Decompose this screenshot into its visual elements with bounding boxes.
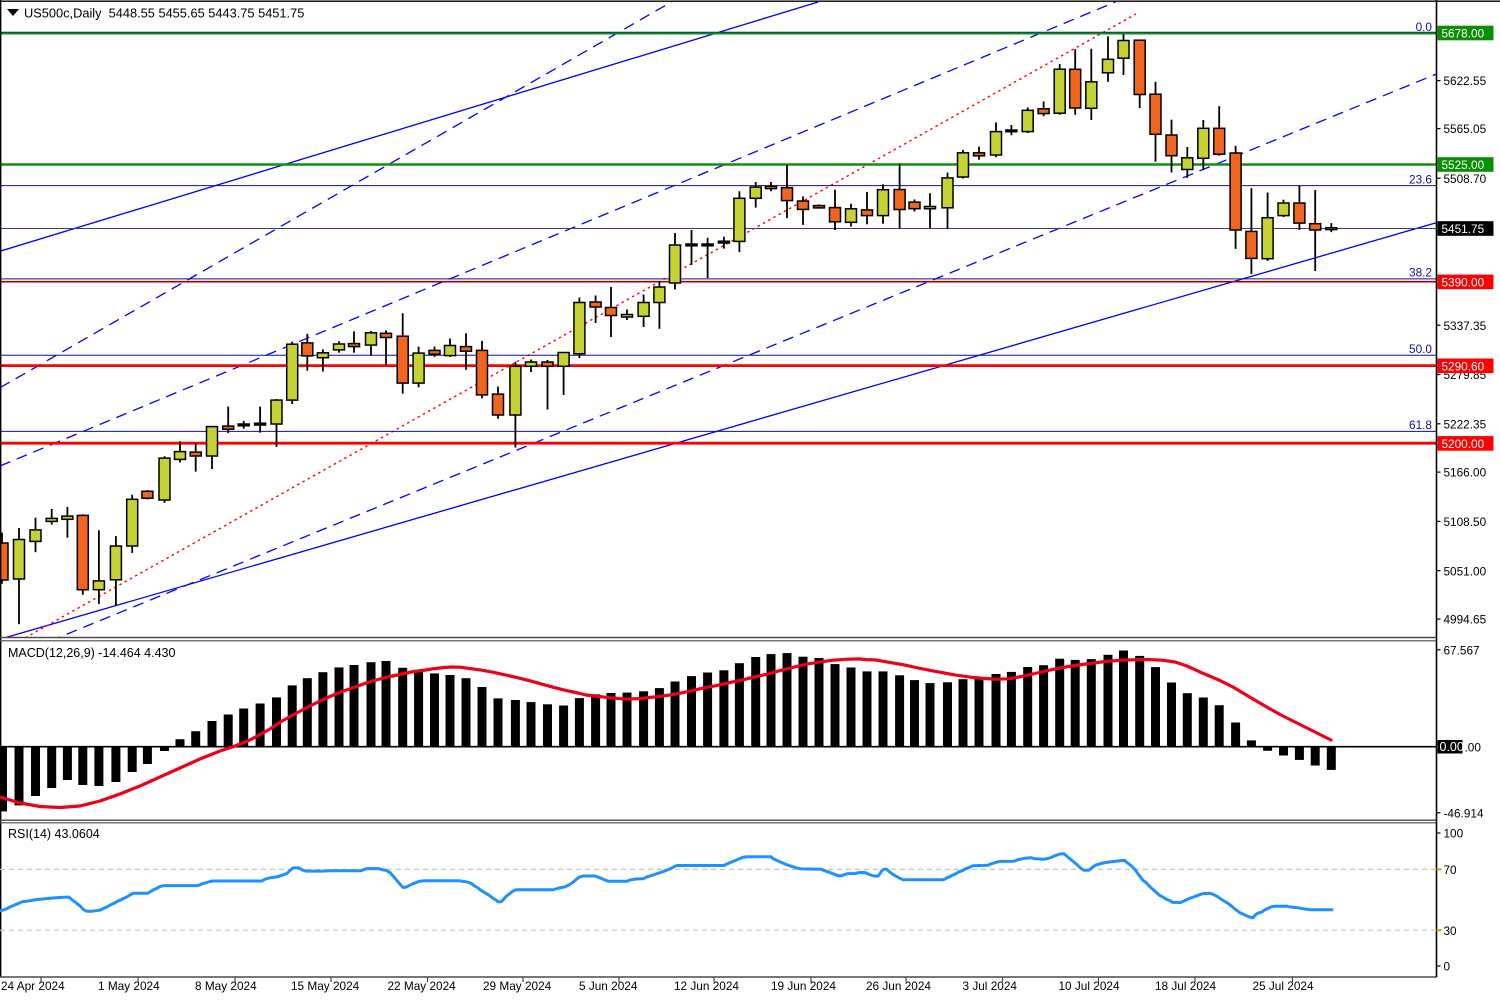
svg-text:22 May 2024: 22 May 2024 [388,979,457,993]
svg-text:30: 30 [1444,924,1458,938]
svg-text:0: 0 [1444,960,1451,974]
svg-text:RSI(14) 43.0604: RSI(14) 43.0604 [8,827,100,841]
svg-text:100: 100 [1444,827,1464,841]
svg-text:5622.55: 5622.55 [1444,74,1487,88]
svg-text:18 Jul 2024: 18 Jul 2024 [1155,979,1216,993]
svg-text:-46.914: -46.914 [1444,806,1484,820]
svg-text:23.6: 23.6 [1409,172,1432,186]
svg-text:5166.00: 5166.00 [1444,466,1487,480]
svg-text:25 Jul 2024: 25 Jul 2024 [1253,979,1314,993]
svg-text:15 May 2024: 15 May 2024 [291,979,360,993]
svg-text:5290.60: 5290.60 [1442,359,1485,373]
svg-text:3 Jul 2024: 3 Jul 2024 [963,979,1018,993]
svg-text:38.2: 38.2 [1409,266,1432,280]
svg-text:10 Jul 2024: 10 Jul 2024 [1059,979,1120,993]
svg-text:5508.70: 5508.70 [1444,172,1487,186]
svg-text:MACD(12,26,9) -14.464 4.430: MACD(12,26,9) -14.464 4.430 [8,646,176,660]
svg-text:19 Jun 2024: 19 Jun 2024 [771,979,836,993]
svg-text:5565.05: 5565.05 [1444,122,1487,136]
svg-text:61.8: 61.8 [1409,418,1432,432]
svg-text:5678.00: 5678.00 [1442,27,1485,41]
svg-text:0.0: 0.0 [1416,20,1433,34]
svg-text:50.0: 50.0 [1409,342,1432,356]
svg-text:67.567: 67.567 [1444,643,1480,657]
svg-text:5200.00: 5200.00 [1442,437,1485,451]
svg-text:5108.50: 5108.50 [1444,515,1487,529]
svg-text:29 May 2024: 29 May 2024 [483,979,552,993]
svg-text:24 Apr 2024: 24 Apr 2024 [1,979,65,993]
svg-text:5525.00: 5525.00 [1442,158,1485,172]
svg-text:5390.00: 5390.00 [1442,276,1485,290]
svg-text:5051.00: 5051.00 [1444,564,1487,578]
svg-text:12 Jun 2024: 12 Jun 2024 [674,979,739,993]
svg-text:5451.75: 5451.75 [1442,222,1485,236]
svg-text:26 Jun 2024: 26 Jun 2024 [866,979,931,993]
svg-text:4994.65: 4994.65 [1444,613,1487,627]
svg-text:5337.35: 5337.35 [1444,319,1487,333]
svg-text:5222.35: 5222.35 [1444,417,1487,431]
svg-text:US500c,Daily 5448.55 5455.65: US500c,Daily 5448.55 5455.65 5443.75 545… [24,6,304,21]
svg-text:.00: .00 [1465,741,1482,755]
svg-text:5 Jun 2024: 5 Jun 2024 [579,979,638,993]
svg-text:70: 70 [1444,863,1458,877]
svg-text:1 May 2024: 1 May 2024 [98,979,160,993]
svg-text:8 May 2024: 8 May 2024 [195,979,257,993]
svg-text:0.00: 0.00 [1440,740,1464,754]
